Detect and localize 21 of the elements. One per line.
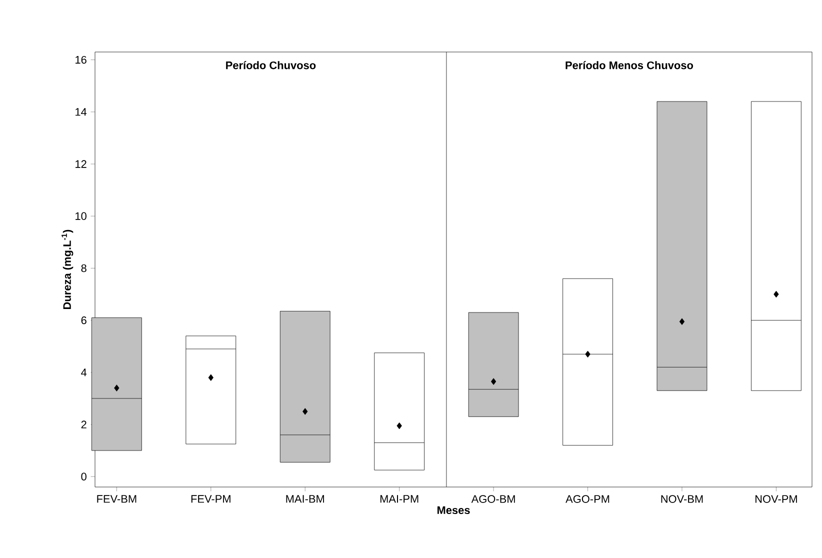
x-tick-label: NOV-BM xyxy=(661,495,703,503)
y-tick-label: 10 xyxy=(76,212,86,220)
x-tick-label: MAI-PM xyxy=(380,495,418,503)
y-tick-label: 8 xyxy=(81,264,86,272)
x-tick-label: FEV-BM xyxy=(97,495,136,503)
y-axis-title: Dureza (mg.L$^{-1}$) xyxy=(62,230,74,309)
x-tick-label: NOV-PM xyxy=(755,495,797,503)
y-tick-label: 0 xyxy=(81,472,86,480)
x-tick-label: MAI-BM xyxy=(286,495,324,503)
x-tick-label: AGO-BM xyxy=(471,495,515,503)
y-tick-label: 16 xyxy=(76,56,86,64)
x-tick-label: AGO-PM xyxy=(566,495,610,503)
annotation: Período Menos Chuvoso xyxy=(566,61,694,70)
y-tick-label: 4 xyxy=(81,368,87,376)
y-tick-label: 12 xyxy=(76,160,86,168)
y-tick-label: 6 xyxy=(81,316,86,324)
y-tick-label: 14 xyxy=(76,108,87,116)
x-tick-label: FEV-PM xyxy=(191,495,230,503)
x-axis-title: Meses xyxy=(437,506,470,514)
annotation: Período Chuvoso xyxy=(226,61,316,70)
y-tick-label: 2 xyxy=(81,420,86,428)
